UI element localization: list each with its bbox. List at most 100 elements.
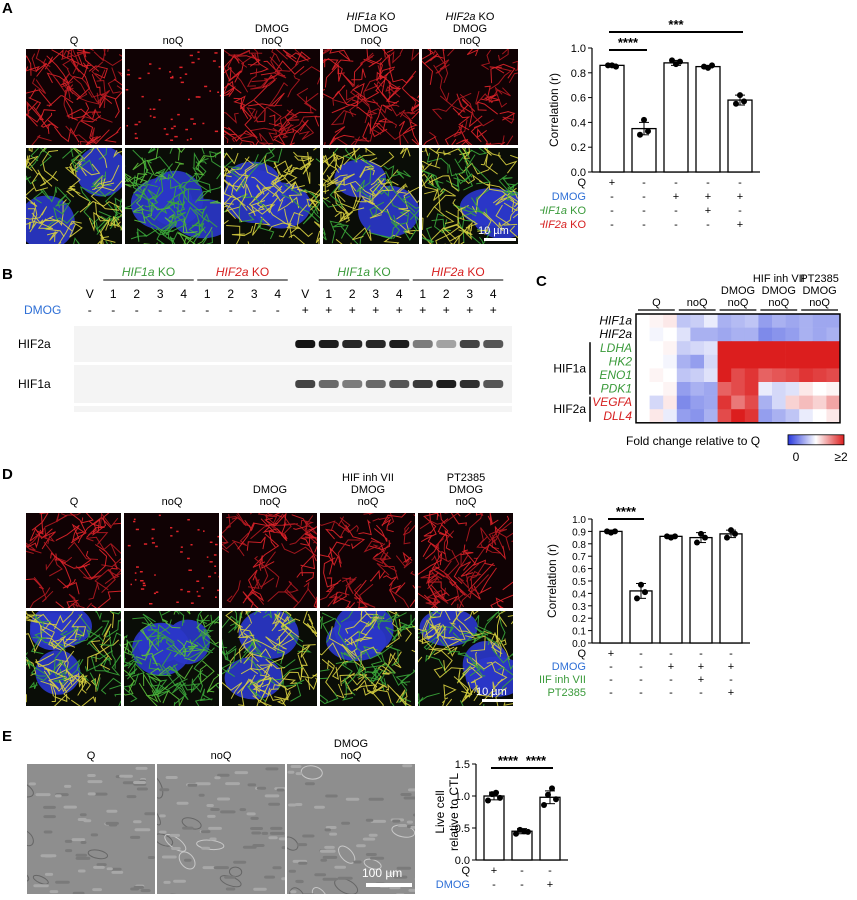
blot-lane-label: 4 bbox=[274, 287, 281, 301]
heatmap-cell bbox=[704, 395, 718, 410]
data-point bbox=[728, 527, 734, 534]
heatmap-cell bbox=[690, 368, 705, 383]
heatmap-cell bbox=[744, 327, 759, 342]
d-cols-col-4: PT2385 DMOG noQ bbox=[418, 472, 514, 508]
blot-dmog-sign: + bbox=[302, 303, 309, 317]
heatmap-cell bbox=[812, 314, 827, 328]
heatmap-cell bbox=[663, 409, 678, 424]
heatmap-col-label: PT2385 bbox=[800, 273, 839, 285]
condition-label: DMOG bbox=[436, 879, 470, 891]
y-tick-label: 1.0 bbox=[572, 515, 586, 526]
condition-sign: - bbox=[610, 219, 614, 231]
panel-d-merge-tile-0-image bbox=[26, 611, 121, 706]
panel-a-scalebar bbox=[484, 238, 516, 241]
blot-lane-label: 2 bbox=[133, 287, 140, 301]
condition-sign: - bbox=[674, 177, 678, 189]
heatmap-cell bbox=[636, 327, 650, 342]
heatmap-row-label: PDK1 bbox=[601, 382, 632, 396]
heatmap-cell bbox=[785, 327, 800, 342]
condition-sign: - bbox=[674, 219, 678, 231]
panel-d-red-tile-2-image bbox=[222, 513, 317, 608]
column-header-line: noQ bbox=[422, 35, 518, 47]
heatmap-row-label: HIF1a bbox=[599, 314, 632, 328]
heatmap-cell bbox=[785, 314, 800, 328]
condition-label-name: Q bbox=[577, 177, 586, 189]
column-header-text: Q bbox=[69, 35, 79, 47]
data-point bbox=[613, 63, 619, 70]
heatmap-cell bbox=[799, 314, 814, 328]
column-header-suffix: KO bbox=[376, 11, 396, 23]
condition-sign: - bbox=[520, 879, 524, 891]
blot-lane-label: 1 bbox=[325, 287, 332, 301]
condition-sign: - bbox=[699, 687, 703, 699]
y-tick-label: 0.3 bbox=[572, 602, 586, 613]
bar bbox=[719, 533, 743, 644]
heatmap-cell bbox=[785, 368, 800, 383]
panel-e-phase-tile-0-image bbox=[27, 766, 155, 894]
heatmap-cell bbox=[826, 409, 841, 424]
blot-lane-label: V bbox=[86, 287, 94, 301]
heatmap-legend-max: ≥2 bbox=[834, 450, 848, 462]
column-header-line: DMOG bbox=[350, 484, 386, 496]
heatmap-cell bbox=[812, 354, 827, 369]
heatmap-col-label: Q bbox=[652, 297, 661, 309]
column-header-text: DMOG bbox=[254, 23, 290, 35]
condition-sign: + bbox=[698, 661, 704, 673]
blot-group-label: HIF2a KO bbox=[216, 265, 269, 279]
panel-e-phase-tile-1 bbox=[157, 764, 285, 894]
panel-d-scalebar-label: 10 µm bbox=[476, 686, 507, 698]
heatmap-cell bbox=[826, 382, 841, 396]
panel-d-merge-tile-3 bbox=[320, 611, 415, 706]
blot-group-label: HIF2a KO bbox=[431, 265, 484, 279]
heatmap-cell bbox=[799, 368, 814, 383]
data-point bbox=[677, 58, 683, 65]
blot-group-label: HIF1a KO bbox=[122, 265, 175, 279]
heatmap-legend-min: 0 bbox=[793, 450, 800, 462]
heatmap-cell bbox=[717, 327, 732, 342]
heatmap-cell bbox=[649, 409, 664, 424]
data-point bbox=[733, 100, 739, 107]
a-cols-col-0: Q bbox=[26, 35, 122, 47]
condition-sign: - bbox=[642, 191, 646, 203]
y-axis-label: Correlation (r) bbox=[545, 544, 559, 618]
blot-lane-label: V bbox=[301, 287, 309, 301]
blot-lane-label: 1 bbox=[204, 287, 211, 301]
data-point bbox=[702, 534, 708, 541]
heatmap-cell bbox=[772, 409, 786, 424]
condition-sign: - bbox=[642, 219, 646, 231]
panel-b-label: B bbox=[2, 266, 13, 283]
blot-lane-label: 2 bbox=[227, 287, 234, 301]
bar bbox=[599, 64, 625, 173]
panel-a-merge-tile-0-image bbox=[26, 148, 122, 244]
data-point bbox=[741, 98, 747, 105]
heatmap-col-label: noQ bbox=[768, 297, 789, 309]
heatmap-cell bbox=[758, 382, 773, 396]
column-header-text: noQ bbox=[459, 35, 481, 47]
panel-d-red-tile-3-image bbox=[320, 513, 415, 608]
panel-d-label: D bbox=[2, 466, 13, 483]
bar bbox=[689, 536, 713, 644]
blot-group-suffix: KO bbox=[249, 265, 270, 279]
heatmap-cell bbox=[676, 341, 691, 356]
blot-group-suffix: KO bbox=[370, 265, 391, 279]
y-tick-label: 0.8 bbox=[571, 68, 586, 80]
blot-lane-label: 3 bbox=[157, 287, 164, 301]
column-header-text: noQ bbox=[261, 35, 283, 47]
blot-band bbox=[295, 340, 316, 348]
column-header-text: noQ bbox=[360, 35, 382, 47]
panel-a-red-tile-1-image bbox=[125, 51, 221, 141]
heatmap-cell bbox=[649, 314, 664, 328]
condition-sign: - bbox=[669, 674, 673, 686]
heatmap-cell bbox=[690, 327, 705, 342]
panel-a-red-tile-2-image bbox=[224, 49, 320, 145]
heatmap-cell bbox=[826, 395, 841, 410]
blot-band bbox=[412, 380, 433, 388]
condition-sign: + bbox=[728, 687, 734, 699]
heatmap-cell bbox=[717, 341, 732, 356]
panel-a-scalebar-label: 10 µm bbox=[478, 225, 509, 237]
blot-dmog-sign: + bbox=[419, 303, 426, 317]
blot-group-name: HIF2a bbox=[431, 265, 464, 279]
data-point bbox=[641, 116, 647, 123]
heatmap-cell bbox=[799, 327, 814, 342]
column-header-line: noQ bbox=[125, 35, 221, 47]
